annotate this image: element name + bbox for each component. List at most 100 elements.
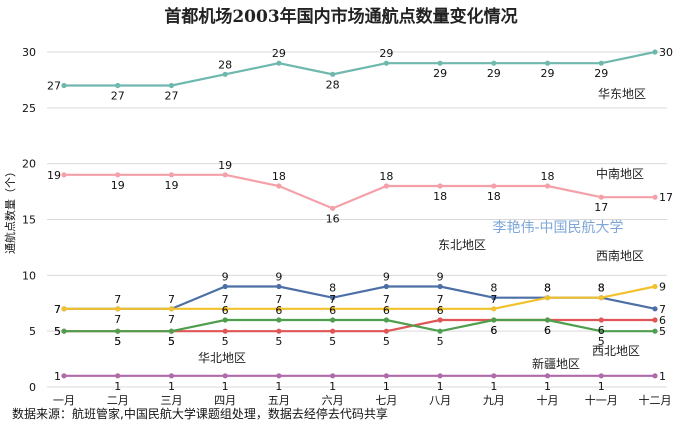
data-label: 17 — [594, 201, 608, 214]
data-label: 7 — [659, 303, 666, 316]
data-label: 1 — [490, 380, 497, 393]
data-point — [330, 328, 336, 334]
data-point — [598, 295, 604, 301]
data-point — [222, 283, 228, 290]
data-label: 7 — [54, 303, 61, 316]
data-label: 7 — [383, 293, 390, 306]
y-tick-label: 15 — [22, 214, 36, 227]
data-point — [222, 306, 228, 312]
data-label: 30 — [659, 46, 673, 59]
data-point — [115, 306, 121, 312]
series-name-label: 东北地区 — [438, 238, 486, 252]
data-point — [544, 60, 551, 66]
x-tick-label: 六月 — [322, 394, 344, 407]
data-point — [168, 373, 175, 379]
data-label: 1 — [659, 370, 666, 383]
data-label: 19 — [218, 159, 232, 172]
series-lines — [61, 49, 658, 379]
x-tick-label: 五月 — [268, 394, 290, 407]
series-name-label: 华东地区 — [598, 87, 646, 101]
data-label: 9 — [275, 271, 282, 284]
data-label: 29 — [433, 67, 447, 80]
data-point — [222, 317, 228, 323]
data-label: 19 — [47, 169, 61, 182]
data-label: 16 — [326, 212, 340, 225]
data-label: 7 — [114, 313, 121, 326]
y-tick-label: 5 — [29, 325, 36, 338]
data-label: 5 — [114, 335, 121, 348]
data-label: 1 — [598, 380, 605, 393]
data-point — [437, 60, 443, 66]
data-label: 28 — [218, 58, 232, 71]
x-tick-label: 十月 — [537, 393, 559, 407]
data-point — [115, 172, 121, 178]
data-point — [61, 306, 67, 312]
data-point — [652, 373, 658, 379]
data-label: 8 — [490, 282, 497, 295]
data-label: 18 — [379, 170, 393, 183]
data-label: 9 — [383, 271, 390, 284]
data-label: 5 — [659, 325, 666, 338]
data-point — [276, 317, 282, 323]
data-point — [330, 71, 336, 77]
data-point — [437, 317, 443, 323]
data-point — [437, 306, 443, 312]
data-point — [61, 328, 67, 334]
data-point — [383, 328, 389, 334]
data-label: 29 — [594, 67, 608, 80]
data-point — [437, 283, 443, 290]
x-tick-label: 八月 — [429, 394, 451, 407]
data-label: 5 — [168, 335, 175, 348]
data-label: 5 — [383, 335, 390, 348]
x-tick-label: 四月 — [214, 394, 236, 407]
data-label: 5 — [114, 335, 121, 348]
data-label: 29 — [541, 67, 555, 80]
data-point — [598, 60, 604, 66]
data-label: 1 — [54, 370, 61, 383]
data-point — [115, 82, 121, 89]
x-tick-label: 二月 — [107, 394, 129, 407]
data-label: 18 — [541, 170, 555, 183]
data-label: 5 — [329, 335, 336, 348]
data-point — [598, 317, 604, 323]
data-label: 1 — [275, 380, 282, 393]
chart-title: 首都机场2003年国内市场通航点数量变化情况 — [164, 6, 517, 27]
data-point — [276, 373, 282, 379]
data-point — [330, 306, 336, 312]
series-name-label: 中南地区 — [596, 166, 644, 181]
data-label: 27 — [111, 90, 125, 103]
y-tick-label: 25 — [22, 102, 36, 115]
data-point — [330, 317, 336, 323]
series-name-label: 西北地区 — [592, 344, 640, 358]
data-point — [652, 283, 658, 290]
data-label: 1 — [329, 380, 336, 393]
data-label: 8 — [544, 282, 551, 295]
data-label: 1 — [544, 380, 551, 393]
y-axis-ticks: 0 5 10 15 20 25 30 — [22, 46, 36, 394]
data-point — [222, 172, 228, 178]
data-label: 18 — [272, 170, 286, 183]
data-point — [544, 295, 551, 301]
x-axis-ticks: 一月 二月 三月 四月 五月 六月 七月 八月 九月 十月 十一月 十二月 — [53, 393, 672, 407]
data-point — [652, 328, 658, 334]
x-tick-label: 七月 — [375, 394, 397, 407]
data-label: 1 — [437, 380, 444, 393]
data-point — [383, 317, 389, 323]
data-label: 18 — [487, 190, 501, 203]
data-point — [652, 194, 658, 200]
series-line — [64, 318, 655, 333]
data-label: 7 — [490, 293, 497, 306]
data-label: 6 — [275, 304, 282, 317]
data-label: 17 — [659, 191, 673, 204]
data-point — [383, 283, 389, 290]
data-point — [330, 295, 336, 301]
data-label: 7 — [222, 293, 229, 306]
series-line — [64, 173, 655, 210]
data-point — [115, 373, 121, 379]
data-point — [222, 373, 228, 379]
data-label: 28 — [326, 78, 340, 91]
watermark-text: 李艳伟-中国民航大学 — [492, 220, 623, 236]
data-label: 5 — [54, 325, 61, 338]
